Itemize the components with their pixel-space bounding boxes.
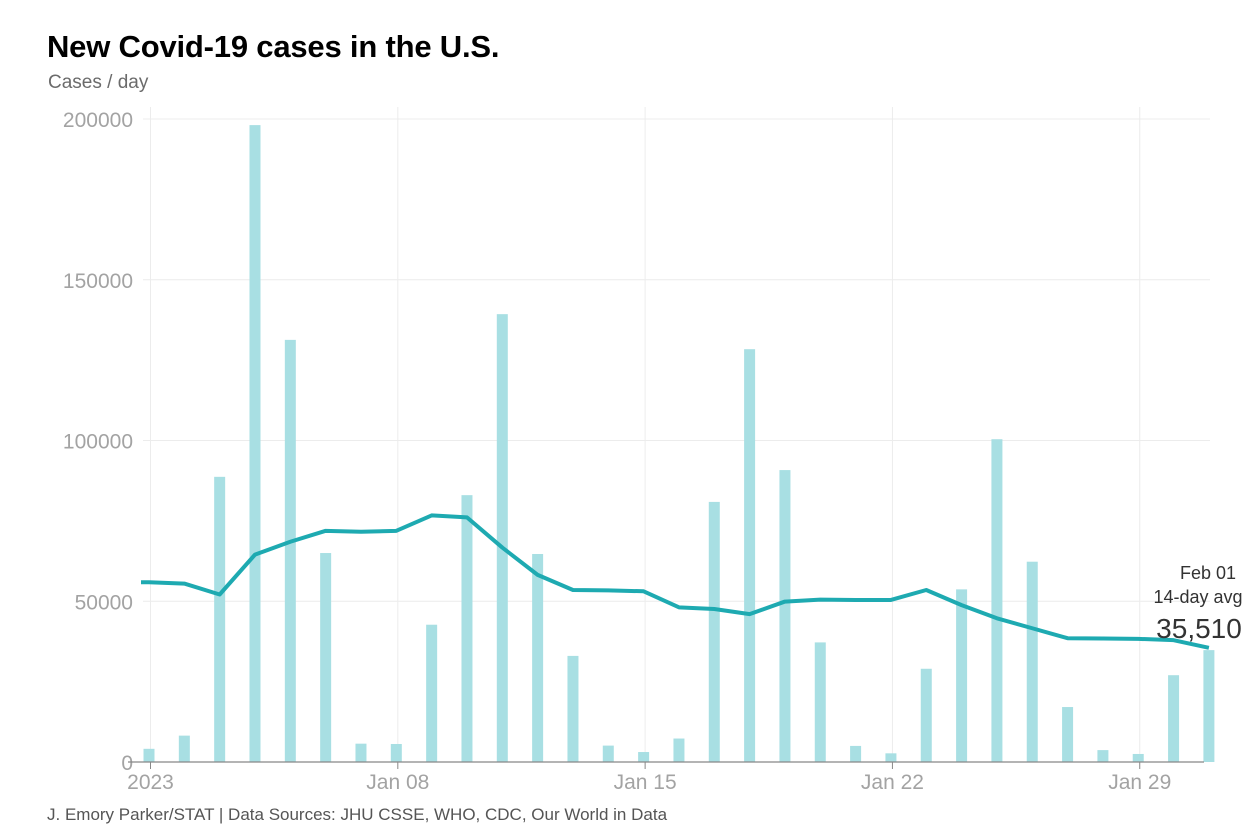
bar-jan-15: [638, 752, 650, 762]
avg-point-jan-11: [500, 546, 504, 550]
bar-jan-17: [708, 501, 720, 762]
y-tick-label: 200000: [63, 109, 133, 132]
avg-point-jan-16: [677, 605, 681, 609]
bar-jan-25: [991, 439, 1003, 762]
avg-point-jan-02: [182, 582, 186, 586]
bar-jan-30: [1168, 675, 1180, 762]
avg-point-jan-20: [818, 598, 822, 602]
chart-title: New Covid-19 cases in the U.S.: [47, 29, 500, 64]
bar-jan-12: [532, 553, 544, 762]
avg-point-jan-01: [147, 580, 151, 584]
bar-jan-03: [214, 476, 226, 762]
y-axis: 0 50000 100000 150000 200000: [63, 109, 133, 775]
x-tick-label: 2023: [127, 771, 174, 794]
avg-point-jan-31: [1207, 646, 1211, 650]
avg-point-jan-18: [748, 612, 752, 616]
bar-jan-06: [320, 553, 332, 762]
y-tick-label: 50000: [75, 591, 133, 614]
bar-jan-23: [920, 668, 932, 762]
bar-jan-02: [178, 735, 190, 762]
avg-point-jan-28: [1101, 637, 1105, 641]
avg-point-jan-09: [430, 513, 434, 517]
y-tick-label: 0: [121, 752, 133, 775]
avg-point-jan-12: [536, 573, 540, 577]
bar-jan-04: [249, 125, 261, 762]
avg-point-jan-06: [324, 529, 328, 533]
y-tick-label: 100000: [63, 431, 133, 454]
bar-jan-05: [284, 339, 296, 762]
bar-jan-13: [567, 655, 579, 762]
bar-jan-29: [1132, 753, 1144, 762]
x-tick-label: Jan 29: [1108, 771, 1171, 794]
bar-jan-01: [143, 748, 155, 762]
avg-point-jan-23: [924, 588, 928, 592]
avg-line: [141, 513, 1210, 650]
annotation-label: 14-day avg: [1153, 587, 1242, 607]
bar-jan-26: [1026, 561, 1038, 762]
avg-point-jan-24: [960, 603, 964, 607]
bar-jan-21: [850, 745, 862, 762]
chart-subtitle: Cases / day: [48, 72, 149, 93]
grid-lines: [143, 107, 1210, 762]
bar-jan-19: [779, 470, 791, 762]
avg-point-jan-26: [1030, 626, 1034, 630]
x-axis: 2023 Jan 08 Jan 15 Jan 22 Jan 29: [127, 761, 1204, 794]
bar-jan-16: [673, 738, 685, 762]
avg-point-jan-04: [253, 553, 257, 557]
avg-point-jan-29: [1136, 637, 1140, 641]
bar-jan-20: [814, 642, 826, 762]
y-tick-label: 150000: [63, 270, 133, 293]
avg-point-jan-08: [394, 529, 398, 533]
bar-jan-24: [956, 589, 968, 762]
bar-jan-11: [496, 314, 508, 762]
source-credit: J. Emory Parker/STAT | Data Sources: JHU…: [47, 805, 668, 824]
avg-point-jan-17: [712, 607, 716, 611]
bar-jan-22: [885, 753, 897, 762]
avg-point-jan-15: [642, 589, 646, 593]
avg-point-jan-21: [854, 598, 858, 602]
x-tick-label: Jan 22: [861, 771, 924, 794]
avg-point-jan-19: [783, 600, 787, 604]
bar-jan-14: [602, 745, 614, 762]
bar-jan-28: [1097, 750, 1109, 762]
avg-point-jan-07: [359, 530, 363, 534]
line-series: [141, 513, 1211, 650]
avg-point-jan-13: [571, 588, 575, 592]
annotation-date: Feb 01: [1180, 563, 1236, 583]
avg-point-jan-22: [889, 598, 893, 602]
annotation-value: 35,510: [1156, 613, 1242, 644]
bar-jan-10: [461, 495, 473, 762]
bar-jan-08: [390, 743, 402, 762]
x-tick-label: Jan 08: [366, 771, 429, 794]
x-tick-label: Jan 15: [614, 771, 677, 794]
last-value-annotation: Feb 01 14-day avg 35,510: [1153, 563, 1242, 644]
bar-jan-07: [355, 743, 367, 762]
avg-point-jan-25: [995, 616, 999, 620]
bar-jan-09: [426, 624, 438, 762]
avg-point-jan-10: [465, 515, 469, 519]
avg-point-jan-03: [218, 592, 222, 596]
bar-jan-18: [744, 349, 756, 762]
bar-jan-27: [1062, 707, 1074, 762]
bar-jan-31: [1203, 650, 1215, 762]
avg-point-jan-05: [288, 540, 292, 544]
avg-point-jan-14: [606, 588, 610, 592]
avg-point-jan-27: [1066, 636, 1070, 640]
bar-series: [143, 125, 1215, 762]
